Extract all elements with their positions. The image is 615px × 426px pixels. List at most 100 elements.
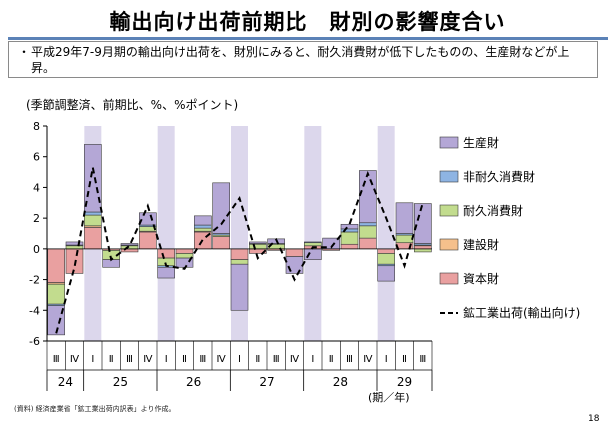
bar-segment (194, 224, 212, 229)
year-label: 27 (259, 375, 274, 389)
x-tick-label: Ⅳ (363, 354, 373, 365)
year-label: 29 (397, 375, 412, 389)
bar-segment (139, 212, 157, 226)
x-tick-label: Ⅰ (311, 354, 314, 365)
page-number: 18 (588, 414, 600, 424)
series-line (55, 167, 424, 334)
bar-segment (304, 241, 322, 244)
x-tick-label: Ⅱ (402, 354, 407, 365)
bar-segment (139, 231, 157, 250)
bar-segment (285, 248, 304, 257)
bar-segment (120, 243, 139, 246)
bar-segment (377, 253, 395, 265)
source-note: (資料) 経済産業省「鉱工業出荷内訳表」より作成。 (14, 405, 176, 413)
bar-segment (47, 283, 65, 305)
x-tick-label: Ⅲ (199, 354, 206, 365)
bar-segment (157, 266, 175, 279)
legend-swatch (439, 136, 459, 149)
legend-label: 耐久消費財 (463, 203, 523, 218)
bar-segment (212, 182, 230, 234)
bar-segment (65, 245, 84, 250)
x-tick-label: Ⅲ (419, 354, 426, 365)
y-tick-label: -4 (29, 304, 40, 317)
legend-label: 鉱工業出荷(輸出向け) (463, 305, 580, 320)
x-tick-label: Ⅲ (53, 354, 60, 365)
bar-segment (84, 214, 102, 227)
year-label: 25 (113, 375, 128, 389)
bar-segment (212, 236, 230, 250)
x-tick-label: Ⅳ (143, 354, 153, 365)
page-title: 輸出向け出荷前期比 財別の影響度合い (109, 10, 506, 34)
bar-segment (359, 170, 377, 224)
bar-segment (65, 241, 84, 246)
period-note: (期／年) (368, 390, 410, 404)
title-rule (8, 37, 608, 40)
bar-segment (377, 248, 395, 254)
bar-segment (230, 263, 249, 311)
y-tick-label: 4 (33, 181, 40, 194)
summary-text: 平成29年7-9月期の輸出向け出荷を、財別にみると、耐久消費財が低下したものの、… (31, 45, 570, 75)
year-label: 28 (333, 375, 348, 389)
year-label: 24 (58, 375, 73, 389)
bar-segment (175, 248, 194, 254)
bar-segment (414, 203, 432, 244)
bar-segment (395, 234, 414, 244)
bar-segment (359, 222, 377, 227)
bar-segment (230, 259, 249, 265)
y-tick-label: 2 (33, 212, 40, 225)
x-tick-label: Ⅱ (109, 354, 114, 365)
bar-segment (249, 241, 267, 244)
bar-segment (359, 237, 377, 250)
bar-segment (340, 231, 359, 245)
legend-swatch (439, 170, 459, 183)
bar-segment (359, 225, 377, 239)
bar-segment (175, 253, 194, 259)
x-tick-label: Ⅰ (165, 354, 168, 365)
bar-segment (47, 248, 65, 283)
x-tick-label: Ⅱ (255, 354, 260, 365)
bar-segment (47, 305, 65, 336)
q1-shade-band (157, 126, 175, 341)
bar-segment (377, 265, 395, 282)
bar-segment (65, 248, 84, 274)
legend-label: 非耐久消費財 (463, 169, 535, 184)
legend-swatch (439, 204, 459, 217)
x-tick-label: Ⅲ (273, 354, 280, 365)
x-tick-label: Ⅰ (238, 354, 241, 365)
x-tick-label: Ⅳ (290, 354, 300, 365)
y-tick-label: 0 (33, 243, 40, 256)
bar-segment (194, 227, 212, 232)
legend-label: 建設財 (463, 237, 499, 252)
x-tick-label: Ⅰ (91, 354, 94, 365)
bar-segment (340, 243, 359, 250)
chart-unit-label: (季節調整済、前期比、%、%ポイント) (26, 98, 239, 112)
x-tick-label: Ⅲ (346, 354, 353, 365)
legend-swatch (439, 238, 459, 251)
legend-label: 生産財 (463, 135, 499, 150)
bar-segment (304, 248, 322, 260)
x-tick-label: Ⅲ (126, 354, 133, 365)
bar-segment (157, 248, 175, 259)
bar-segment (249, 243, 267, 250)
y-tick-label: -6 (29, 335, 40, 348)
bar-segment (395, 202, 414, 234)
legend-swatch (439, 272, 459, 285)
bar-segment (414, 248, 432, 253)
bar-segment (84, 211, 102, 216)
bar-segment (414, 245, 432, 250)
bar-segment (340, 223, 359, 230)
y-tick-label: -2 (29, 274, 40, 287)
y-tick-label: 8 (33, 120, 40, 133)
x-tick-label: Ⅳ (217, 354, 227, 365)
bar-segment (230, 248, 249, 260)
summary-box: ・ 平成29年7-9月期の輸出向け出荷を、財別にみると、耐久消費財が低下したもの… (8, 41, 598, 78)
bar-segment (304, 242, 322, 247)
bar-segment (120, 245, 139, 250)
summary-bullet: ・ (18, 45, 31, 59)
x-tick-label: Ⅰ (385, 354, 388, 365)
year-label: 26 (186, 375, 201, 389)
q1-shade-band (304, 126, 322, 341)
x-tick-label: Ⅱ (182, 354, 187, 365)
q1-shade-band (377, 126, 395, 341)
